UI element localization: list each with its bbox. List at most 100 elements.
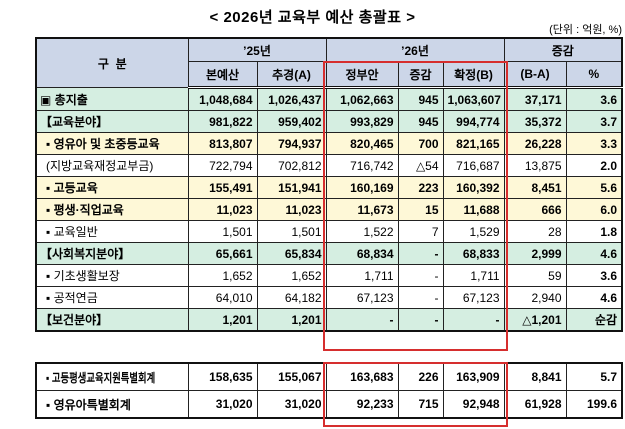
table-row: ▪ 영유아 및 초중등교육 813,807 794,937 820,465 700 821… (35, 132, 623, 155)
cell-budget25-main: 64,010 (187, 286, 258, 309)
cell-delta26: - (397, 286, 444, 309)
cell-final26: 1,529 (442, 220, 505, 243)
cell-gov-draft26: 92,233 (325, 390, 399, 419)
cell-delta26: 700 (397, 132, 444, 155)
cell-final26: 163,909 (442, 362, 505, 391)
cell-budget25-supp: 1,652 (256, 264, 327, 287)
cell-budget25-supp: 64,182 (256, 286, 327, 309)
header-year-25: ’25년 (187, 37, 327, 62)
table-row: ▪ 고등교육 155,491 151,941 160,169 223 160,392 8,4… (35, 176, 623, 199)
cell-budget25-main: 1,201 (187, 308, 258, 332)
cell-budget25-supp: 702,812 (256, 154, 327, 177)
main-table-body: ▣ 총지출 1,048,684 1,026,437 1,062,663 945 1,063… (35, 87, 623, 332)
cell-final26: 92,948 (442, 390, 505, 419)
cell-gov-draft26: 1,522 (325, 220, 399, 243)
cell-budget25-main: 11,023 (187, 198, 258, 221)
cell-budget25-main: 1,652 (187, 264, 258, 287)
table-row: 【교육분야】 981,822 959,402 993,829 945 994,774 35,… (35, 110, 623, 133)
table-row: (지방교육재정교부금) 722,794 702,812 716,742 △54 716,6… (35, 154, 623, 177)
cell-diff-b-a: 35,372 (503, 110, 567, 133)
table-row: 【보건분야】 1,201 1,201- - - △1,201 순감 (35, 308, 623, 332)
page-title: < 2026년 교육부 예산 총괄표 > (209, 9, 416, 26)
cell-diff-b-a: 666 (503, 198, 567, 221)
cell-delta26: 945 (397, 110, 444, 133)
cell-budget25-main: 722,794 (187, 154, 258, 177)
cell-diff-b-a: 37,171 (503, 87, 567, 111)
cell-delta26: 715 (397, 390, 444, 419)
cell-diff-b-a: 61,928 (503, 390, 567, 419)
cell-percent: 3.7 (565, 110, 623, 133)
cell-percent: 199.6 (565, 390, 623, 419)
cell-delta26: 7 (397, 220, 444, 243)
header-delta: 증감 (397, 61, 444, 89)
cell-diff-b-a: 13,875 (503, 154, 567, 177)
cell-percent: 2.0 (565, 154, 623, 177)
cell-budget25-supp: 151,941 (256, 176, 327, 199)
cell-gov-draft26: 716,742 (325, 154, 399, 177)
cell-percent: 3.6 (565, 264, 623, 287)
cell-budget25-main: 31,020 (187, 390, 258, 419)
table-row: ▪ 영유아특별회계 31,020 31,020 92,233 715 92,948 61,9… (35, 390, 623, 419)
cell-final26: 1,711 (442, 264, 505, 287)
table-row: ▪ 교육일반 1,501 1,501 1,522 7 1,529 28 1.8 (35, 220, 623, 243)
cell-budget25-main: 981,822 (187, 110, 258, 133)
cell-final26: 68,833 (442, 242, 505, 265)
cell-budget25-main: 813,807 (187, 132, 258, 155)
cell-percent: 3.3 (565, 132, 623, 155)
cell-budget25-main: 1,501 (187, 220, 258, 243)
row-label: ▪ 교육일반 (35, 220, 189, 243)
unit-note: (단위 : 억원, %) (549, 24, 622, 36)
table-header: 구 분 ’25년 ’26년 증감 본예산 추경(A) 정부안 증감 확정(B) … (35, 37, 623, 89)
cell-gov-draft26: 11,673 (325, 198, 399, 221)
row-label: (지방교육재정교부금) (35, 154, 189, 177)
row-label: 【교육분야】 (35, 110, 189, 133)
table-row: ▪ 공적연금 64,010 64,182 67,123-67,123 2,940 4.6 (35, 286, 623, 309)
row-label: ▪ 고등교육 (35, 176, 189, 199)
cell-gov-draft26: 163,683 (325, 362, 399, 391)
row-label: ▪ 고등평생교육지원특별회계 (35, 362, 189, 391)
cell-gov-draft26: 993,829 (325, 110, 399, 133)
cell-final26: 67,123 (442, 286, 505, 309)
cell-budget25-supp: 1,026,437 (256, 87, 327, 111)
cell-gov-draft26: 820,465 (325, 132, 399, 155)
cell-budget25-main: 155,491 (187, 176, 258, 199)
table-row: ▪ 고등평생교육지원특별회계 158,635 155,067 163,683 226 16… (35, 362, 623, 391)
cell-percent: 4.6 (565, 242, 623, 265)
cell-budget25-supp: 11,023 (256, 198, 327, 221)
cell-budget25-supp: 31,020 (256, 390, 327, 419)
header-gov-draft: 정부안 (325, 61, 399, 89)
row-label: 【사회복지분야】 (35, 242, 189, 265)
cell-final26: 821,165 (442, 132, 505, 155)
cell-diff-b-a: 8,841 (503, 362, 567, 391)
row-label: ▪ 영유아특별회계 (35, 390, 189, 419)
cell-diff-b-a: 59 (503, 264, 567, 287)
row-label: ▪ 공적연금 (35, 286, 189, 309)
row-label: ▪ 기초생활보장 (35, 264, 189, 287)
cell-gov-draft26: 67,123 (325, 286, 399, 309)
cell-budget25-supp: 155,067 (256, 362, 327, 391)
budget-summary-table: 구 분 ’25년 ’26년 증감 본예산 추경(A) 정부안 증감 확정(B) … (35, 37, 624, 332)
cell-delta26: - (397, 308, 444, 332)
cell-final26: 11,688 (442, 198, 505, 221)
cell-percent: 4.6 (565, 286, 623, 309)
header-year-26: ’26년 (325, 37, 505, 62)
row-label: 【보건분야】 (35, 308, 189, 332)
cell-delta26: 223 (397, 176, 444, 199)
cell-gov-draft26: 1,711 (325, 264, 399, 287)
header-supplementary-a: 추경(A) (256, 61, 327, 89)
cell-diff-b-a: 26,228 (503, 132, 567, 155)
cell-gov-draft26: 68,834 (325, 242, 399, 265)
special-accounts-table: ▪ 고등평생교육지원특별회계 158,635 155,067 163,683 226 16… (35, 362, 623, 419)
cell-budget25-supp: 65,834 (256, 242, 327, 265)
cell-delta26: 226 (397, 362, 444, 391)
header-main-budget: 본예산 (187, 61, 258, 89)
cell-budget25-supp: 1,201 (256, 308, 327, 332)
cell-budget25-main: 1,048,684 (187, 87, 258, 111)
table-row: 【사회복지분야】 65,661 65,834 68,834-68,833 2,999 4.… (35, 242, 623, 265)
header-b-minus-a: (B-A) (503, 61, 567, 89)
cell-diff-b-a: 8,451 (503, 176, 567, 199)
cell-diff-b-a: 28 (503, 220, 567, 243)
cell-percent: 1.8 (565, 220, 623, 243)
cell-delta26: - (397, 264, 444, 287)
